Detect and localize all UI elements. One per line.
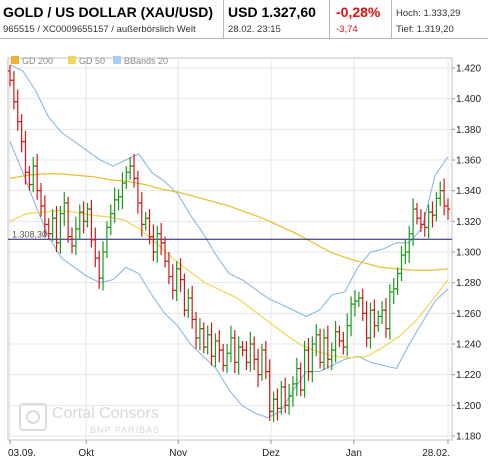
y-tick-label: 1.200 [456,401,481,412]
x-tick-label: Okt [78,448,94,459]
instrument-subtitle: 965515 / XC0009655157 / außerbörslich We… [3,24,196,35]
legend-label-bbands: BBands 20 [124,56,168,66]
y-tick-label: 1.320 [456,217,481,228]
grid [8,58,452,440]
legend-label-gd200: GD 200 [22,56,53,66]
watermark-sub: BNP PARIBAS [90,425,160,435]
y-tick-label: 1.420 [456,64,481,75]
gd200-line [9,173,449,272]
legend-swatch-gd50 [68,56,76,64]
bband-lower-line [9,141,449,419]
y-tick-label: 1.260 [456,309,481,320]
price-timestamp: 28.02. 23:15 [228,24,281,35]
y-tick-label: 1.180 [456,432,481,443]
plot-frame [7,57,453,441]
last-price: USD 1.327,60 [228,4,316,20]
moving-averages [9,173,449,359]
legend-swatch-bbands [113,56,121,64]
x-tick-label: Jan [346,448,362,459]
x-tick-label: 03.09. [8,448,36,459]
legend: GD 200 GD 50 BBands 20 [11,56,168,66]
range-cell: Hoch: 1.333,29 Tief: 1.319,20 [392,0,488,38]
day-high: Hoch: 1.333,29 [396,8,461,19]
y-tick-label: 1.400 [456,94,481,105]
change-percent: -0,28% [336,4,381,20]
instrument-cell: GOLD / US DOLLAR (XAU/USD) 965515 / XC00… [0,0,224,38]
y-axis: 1.420 1.400 1.380 1.360 1.340 1.320 1.300 1.280… [452,64,481,443]
price-cell: USD 1.327,60 28.02. 23:15 [224,0,330,38]
watermark-logo-ring [26,410,40,424]
bband-upper-line [9,64,449,317]
y-tick-label: 1.280 [456,278,481,289]
y-tick-label: 1.380 [456,125,481,136]
y-tick-label: 1.300 [456,248,481,259]
reference-line-label: 1.308,30 [12,229,47,239]
x-tick-label: 28.02. [422,448,450,459]
reference-line: 1.308,30 [8,229,452,240]
watermark: Cortal Consors BNP PARIBAS [19,403,160,435]
x-tick-label: Nov [169,448,187,459]
bollinger-bands [9,64,449,419]
x-tick-label: Dez [262,448,280,459]
instrument-title: GOLD / US DOLLAR (XAU/USD) [3,4,213,20]
legend-swatch-gd200 [11,56,19,64]
legend-label-gd50: GD 50 [79,56,105,66]
change-absolute: -3,74 [336,24,358,35]
change-cell: -0,28% -3,74 [330,0,392,38]
quote-header: GOLD / US DOLLAR (XAU/USD) 965515 / XC00… [0,0,488,40]
y-tick-label: 1.220 [456,370,481,381]
x-axis: 03.09. Okt Nov Dez Jan 28.02. [8,440,450,459]
ohlc-series [7,64,451,423]
y-tick-label: 1.340 [456,186,481,197]
y-tick-label: 1.360 [456,156,481,167]
watermark-logo-icon [19,403,47,431]
header-divider [0,38,488,39]
watermark-brand: Cortal Consors [52,405,159,422]
gd50-line [9,209,449,359]
day-low: Tief: 1.319,20 [396,24,454,35]
y-tick-label: 1.240 [456,340,481,351]
